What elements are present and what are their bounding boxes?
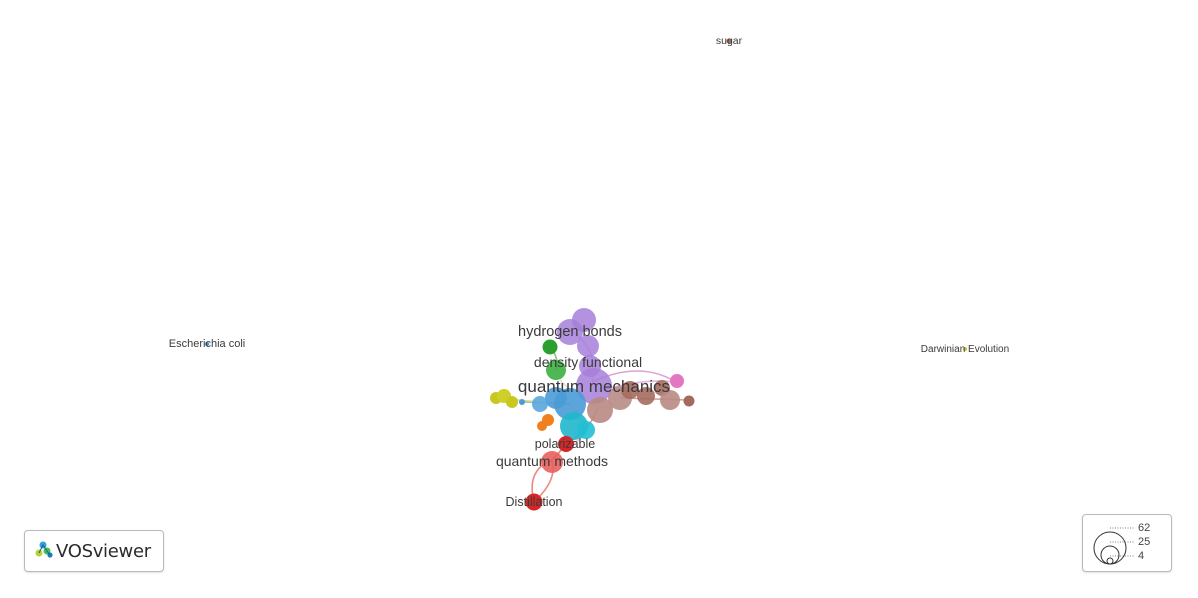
label-darwinian-evolution[interactable]: Darwinian Evolution: [921, 344, 1009, 355]
vosviewer-logo-icon: [34, 539, 54, 564]
legend-value-medium: 25: [1138, 536, 1151, 548]
node[interactable]: [542, 339, 558, 355]
size-legend-circles: [1093, 527, 1135, 565]
node-sugar[interactable]: [726, 38, 732, 44]
network-nodes: [204, 38, 967, 511]
node[interactable]: [557, 319, 583, 345]
node[interactable]: [670, 374, 684, 388]
node[interactable]: [577, 335, 599, 357]
node[interactable]: [541, 451, 563, 473]
label-distillation[interactable]: Distillation: [506, 495, 563, 509]
node[interactable]: [525, 493, 543, 511]
node-escherichia-coli[interactable]: [204, 341, 210, 347]
legend-circle-medium: [1100, 545, 1120, 565]
node[interactable]: [506, 396, 518, 408]
label-escherichia-coli[interactable]: Escherichia coli: [169, 338, 245, 350]
node[interactable]: [532, 396, 548, 412]
size-legend: 62 25 4: [1082, 514, 1172, 572]
node[interactable]: [519, 399, 525, 405]
node[interactable]: [537, 421, 547, 431]
node[interactable]: [558, 436, 574, 452]
vosviewer-logo-text: VOSviewer: [56, 540, 151, 562]
network-labels: sugar Escherichia coli Darwinian Evoluti…: [169, 35, 1009, 509]
legend-circle-large: [1093, 531, 1127, 565]
node[interactable]: [621, 381, 639, 399]
label-polarizable[interactable]: polarizable: [535, 437, 596, 451]
label-quantum-mechanics[interactable]: quantum mechanics: [518, 377, 670, 396]
node[interactable]: [545, 387, 567, 409]
node[interactable]: [576, 368, 612, 404]
node[interactable]: [546, 360, 566, 380]
node[interactable]: [577, 421, 595, 439]
node[interactable]: [587, 397, 613, 423]
node[interactable]: [683, 395, 695, 407]
legend-value-small: 4: [1138, 550, 1145, 562]
vosviewer-logo-box[interactable]: VOSviewer: [24, 530, 164, 572]
label-quantum-methods[interactable]: quantum methods: [496, 453, 608, 469]
label-density-functional[interactable]: density functional: [534, 354, 642, 370]
node-darwinian-evolution[interactable]: [963, 347, 967, 351]
label-sugar[interactable]: sugar: [716, 35, 743, 47]
legend-value-large: 62: [1138, 522, 1151, 534]
node[interactable]: [660, 390, 680, 410]
legend-circle-small: [1106, 557, 1114, 565]
label-hydrogen-bonds[interactable]: hydrogen bonds: [518, 324, 622, 340]
node[interactable]: [637, 387, 655, 405]
